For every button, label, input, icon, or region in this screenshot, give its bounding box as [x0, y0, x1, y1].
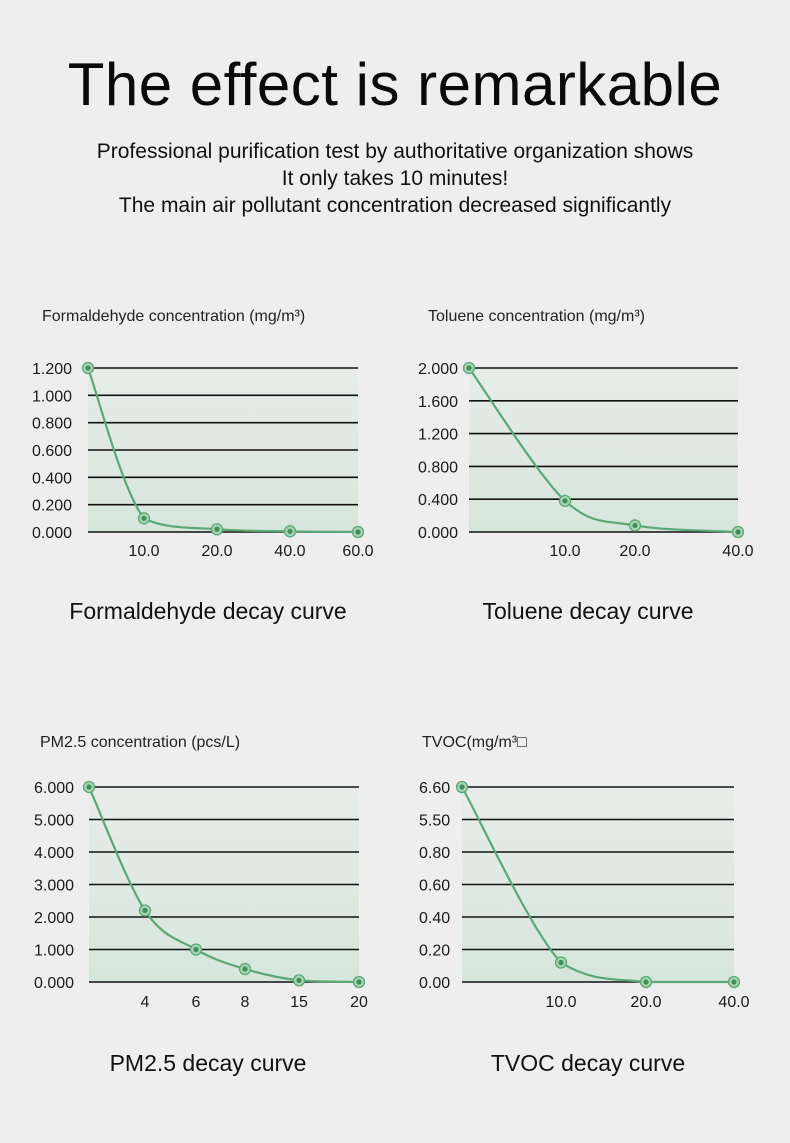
plot-area	[469, 368, 738, 532]
x-tick-label: 4	[141, 994, 150, 1011]
chart-caption: Formaldehyde decay curve	[69, 598, 346, 624]
decay-curve	[461, 786, 734, 984]
data-point-center	[562, 498, 568, 504]
x-tick-label: 20.0	[201, 543, 232, 560]
data-point-center	[558, 959, 564, 966]
x-tick-label: 20.0	[619, 543, 650, 560]
decay-curve	[86, 367, 359, 534]
chart-title: Toluene concentration (mg/m³)	[428, 308, 645, 325]
y-tick-label: 0.800	[418, 459, 458, 476]
y-tick-label: 0.600	[32, 443, 72, 460]
data-point-center	[296, 977, 302, 983]
data-point-center	[214, 526, 220, 532]
y-tick-label: 0.200	[32, 498, 72, 515]
chart-title: TVOC(mg/m³□	[422, 734, 527, 751]
y-tick-label: 0.80	[419, 845, 450, 862]
y-tick-label: 2.000	[418, 361, 458, 378]
data-point-center	[86, 784, 92, 790]
x-tick-label: 60.0	[342, 543, 373, 560]
x-tick-label: 10.0	[545, 994, 576, 1011]
y-tick-label: 0.000	[32, 525, 72, 542]
y-tick-label: 0.000	[34, 975, 74, 992]
x-tick-label: 40.0	[722, 543, 753, 560]
y-tick-label: 6.000	[34, 780, 74, 797]
page-title: The effect is remarkable	[67, 51, 723, 118]
y-tick-label: 1.000	[32, 388, 72, 405]
subtitle-line-1: Professional purification test by author…	[96, 140, 694, 163]
chart-caption: PM2.5 decay curve	[110, 1050, 307, 1076]
y-tick-label: 1.200	[418, 427, 458, 444]
y-tick-label: 0.800	[32, 416, 72, 433]
chart-title: PM2.5 concentration (pcs/L)	[40, 734, 240, 751]
data-point-center	[287, 528, 293, 534]
y-tick-label: 0.60	[419, 878, 450, 895]
x-tick-label: 15	[290, 994, 308, 1011]
y-tick-label: 1.000	[34, 943, 74, 960]
data-point-center	[459, 784, 465, 790]
chart-caption: Toluene decay curve	[483, 598, 694, 624]
y-tick-label: 0.40	[419, 910, 450, 927]
y-tick-label: 1.600	[418, 394, 458, 411]
data-point-center	[242, 966, 248, 972]
chart-caption: TVOC decay curve	[491, 1050, 685, 1076]
subtitle-line-3: The main air pollutant concentration dec…	[118, 194, 672, 217]
data-point-center	[85, 365, 91, 371]
data-point-center	[142, 907, 148, 914]
decay-curve	[468, 367, 739, 534]
y-tick-label: 5.000	[34, 813, 74, 830]
x-tick-label: 6	[192, 994, 201, 1011]
data-point-center	[355, 529, 361, 535]
data-point-center	[632, 522, 638, 529]
data-point-center	[466, 365, 472, 371]
y-tick-label: 0.400	[32, 470, 72, 487]
data-point-center	[356, 979, 362, 985]
data-point-center	[735, 529, 741, 535]
y-tick-label: 4.000	[34, 845, 74, 862]
chart-title: Formaldehyde concentration (mg/m³)	[42, 308, 305, 325]
y-tick-label: 0.00	[419, 975, 450, 992]
x-tick-label: 40.0	[274, 543, 305, 560]
y-tick-label: 3.000	[34, 878, 74, 895]
data-point-center	[141, 515, 147, 521]
y-tick-label: 1.200	[32, 361, 72, 378]
y-tick-label: 0.20	[419, 943, 450, 960]
y-tick-label: 5.50	[419, 813, 450, 830]
y-tick-label: 6.60	[419, 780, 450, 797]
data-point-center	[731, 979, 737, 985]
data-point-center	[193, 946, 199, 953]
y-tick-label: 0.000	[418, 525, 458, 542]
subtitle-line-2: It only takes 10 minutes!	[281, 167, 509, 190]
x-tick-label: 40.0	[718, 994, 749, 1011]
x-tick-label: 20	[350, 994, 368, 1011]
x-tick-label: 10.0	[549, 543, 580, 560]
y-tick-label: 0.400	[418, 492, 458, 509]
x-tick-label: 10.0	[128, 543, 159, 560]
data-point-center	[643, 979, 649, 985]
y-tick-label: 2.000	[34, 910, 74, 927]
x-tick-label: 8	[241, 994, 250, 1011]
x-tick-label: 20.0	[630, 994, 661, 1011]
